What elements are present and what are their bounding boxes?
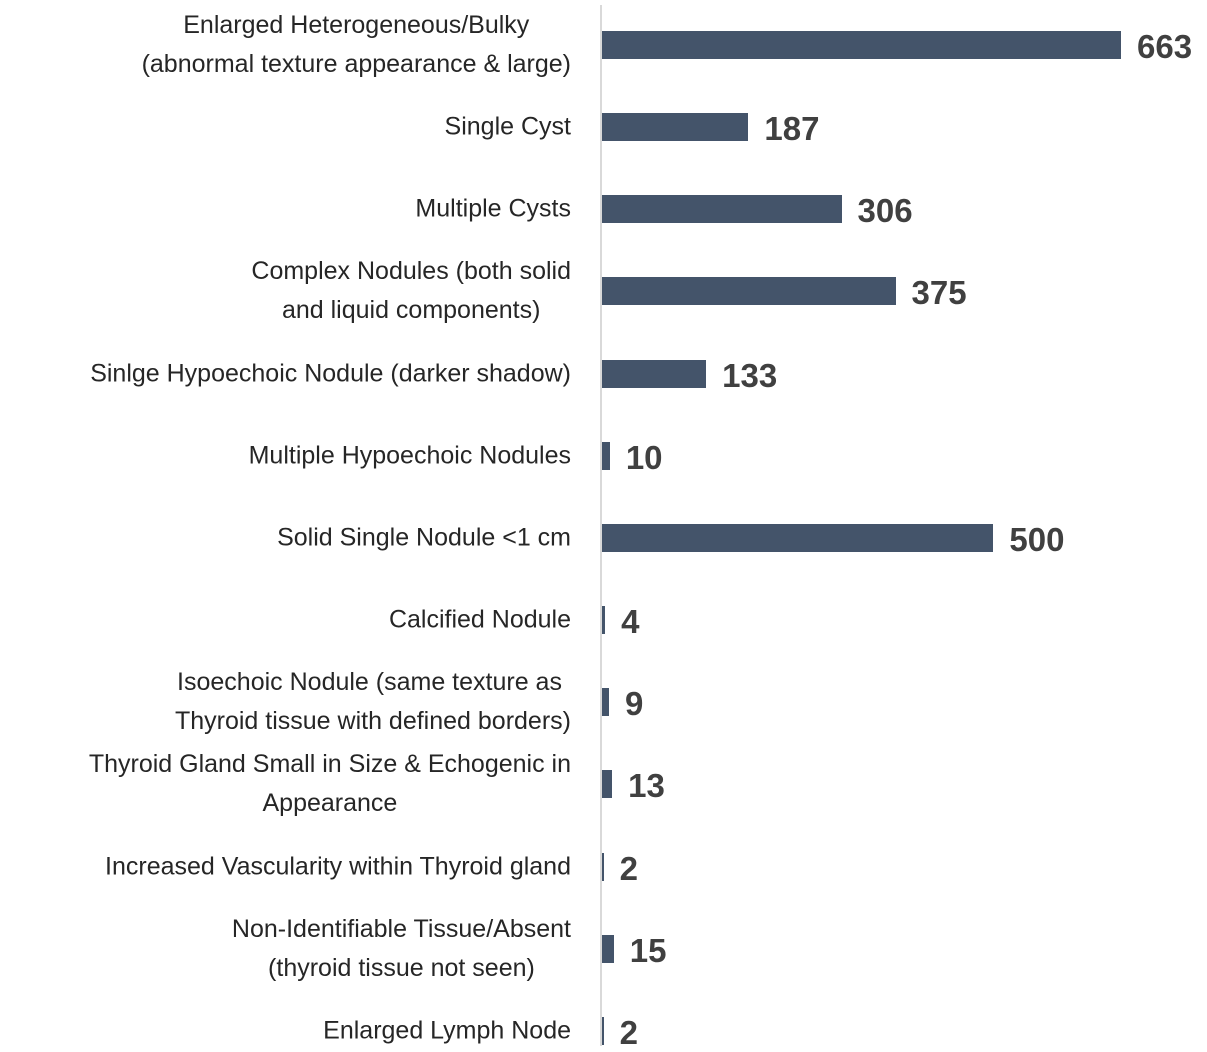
bar <box>602 1016 604 1045</box>
bar <box>602 852 604 881</box>
category-label: Single Cyst <box>444 112 571 141</box>
category-label: Sinlge Hypoechoic Nodule (darker shadow) <box>90 359 571 388</box>
value-label: 375 <box>911 274 967 312</box>
value-label: 306 <box>857 192 913 230</box>
axis-line <box>600 5 602 1046</box>
value-label: 500 <box>1009 520 1065 558</box>
value-label: 10 <box>625 438 663 476</box>
value-label: 9 <box>625 685 644 723</box>
value-label: 15 <box>629 931 667 969</box>
value-label: 133 <box>722 356 778 394</box>
bar <box>602 31 1121 59</box>
category-label: Non-Identifiable Tissue/Absent (thyroid … <box>231 914 571 982</box>
bar <box>602 688 610 717</box>
bar <box>602 441 610 470</box>
category-label: Increased Vascularity within Thyroid gla… <box>105 852 571 880</box>
bar <box>602 277 896 306</box>
category-label: Enlarged Lymph Node <box>323 1016 571 1045</box>
bar <box>602 359 707 388</box>
category-label: Multiple Hypoechoic Nodules <box>248 441 571 470</box>
value-label: 187 <box>764 110 820 148</box>
category-label: Multiple Cysts <box>415 194 571 223</box>
bar <box>602 113 749 142</box>
category-label: Enlarged Heterogeneous/Bulky (abnormal t… <box>141 11 571 78</box>
value-label: 13 <box>628 767 665 805</box>
value-label: 2 <box>619 849 638 887</box>
category-label: Complex Nodules (both solid and liquid c… <box>251 257 571 325</box>
value-label: 2 <box>619 1013 638 1051</box>
bar <box>602 523 994 552</box>
bar <box>602 770 613 799</box>
category-label: Calcified Nodule <box>388 605 571 634</box>
bar <box>602 195 842 224</box>
category-label: Solid Single Nodule <1 cm <box>277 523 571 552</box>
category-label: Thyroid Gland Small in Size & Echogenic … <box>88 750 571 818</box>
bar <box>602 606 606 635</box>
bar <box>602 934 614 963</box>
value-label: 4 <box>621 603 640 641</box>
category-label: Isoechoic Nodule (same texture as Thyroi… <box>174 668 571 736</box>
value-label: 663 <box>1137 28 1193 65</box>
